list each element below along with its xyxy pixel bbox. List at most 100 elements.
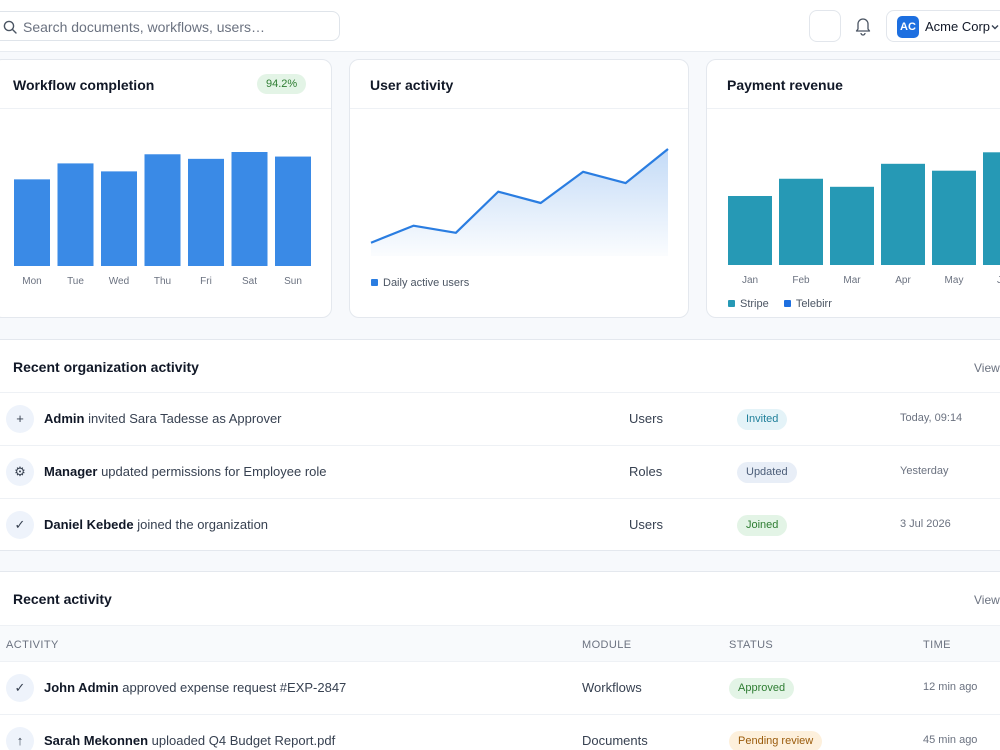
chart-legend: Stripe Telebirr — [728, 298, 844, 310]
data-point[interactable] — [496, 190, 500, 194]
x-tick-label: Fri — [200, 276, 212, 287]
x-tick-label: Thu — [154, 276, 171, 287]
activity-module: Users — [629, 517, 663, 532]
chart-bar[interactable] — [275, 156, 311, 266]
user-activity-area-chart — [369, 147, 670, 256]
activity-type-icon: ⚙ — [6, 458, 34, 486]
x-tick-label: May — [945, 275, 964, 286]
chart-bar[interactable] — [881, 163, 925, 265]
payment-revenue-bar-chart: Jan Feb Mar Apr May Jun — [728, 152, 1000, 286]
data-point[interactable] — [539, 201, 543, 205]
activity-description: Manager updated permissions for Employee… — [44, 464, 327, 479]
legend-label: Telebirr — [795, 298, 832, 310]
activity-actor: Admin — [44, 411, 85, 426]
x-tick-label: Jan — [742, 275, 758, 286]
activity-time: Today, 09:14 — [900, 412, 963, 424]
chevron-down-icon — [991, 25, 999, 30]
activity-row[interactable]: ✓ Daniel Kebede joined the organization Us… — [0, 498, 1000, 551]
card-title: Payment revenue — [727, 77, 843, 93]
activity-action: uploaded Q4 Budget Report.pdf — [148, 733, 336, 748]
status-badge: Joined — [737, 515, 788, 536]
search-input[interactable] — [23, 17, 323, 37]
activity-time: 12 min ago — [923, 681, 978, 693]
chart-bar[interactable] — [830, 186, 874, 265]
bell-icon[interactable] — [854, 16, 872, 36]
card-title: Workflow completion — [13, 77, 155, 93]
series-line — [370, 148, 669, 244]
activity-module: Roles — [629, 464, 663, 479]
chart-bar[interactable] — [983, 152, 1000, 265]
x-tick-label: Mon — [22, 276, 41, 287]
x-tick-label: Mar — [843, 275, 861, 286]
card-title: User activity — [370, 77, 454, 93]
completion-rate-badge: 94.2% — [257, 74, 307, 94]
activity-row[interactable]: + Admin invited Sara Tadesse as Approver U… — [0, 392, 1000, 445]
legend-item-stripe: Stripe — [728, 298, 769, 310]
activity-row[interactable]: ✓ John Admin approved expense request #EX… — [0, 661, 1000, 714]
view-all-link[interactable]: View — [974, 593, 1000, 607]
column-header-module: MODULE — [582, 639, 632, 651]
header-action-button[interactable] — [809, 10, 841, 42]
activity-time: Yesterday — [900, 465, 949, 477]
activity-row[interactable]: ↑ Sarah Mekonnen uploaded Q4 Budget Repor… — [0, 714, 1000, 750]
org-activity-panel: Recent organization activity View + Admin… — [0, 339, 1000, 551]
legend-label: Stripe — [740, 298, 769, 310]
x-tick-label: Tue — [67, 276, 84, 287]
legend-item: Daily active users — [371, 277, 469, 289]
activity-module: Workflows — [582, 680, 642, 695]
org-avatar: AC — [897, 16, 919, 38]
data-point[interactable] — [454, 231, 458, 235]
activity-actor: Manager — [44, 464, 98, 479]
search-icon — [3, 20, 17, 34]
chart-bar[interactable] — [14, 179, 50, 266]
activity-actor: Sarah Mekonnen — [44, 733, 149, 748]
search-box[interactable] — [0, 11, 340, 41]
activity-type-icon: ✓ — [6, 511, 34, 539]
x-tick-label: Sat — [242, 276, 257, 287]
chart-bar[interactable] — [144, 154, 181, 266]
activity-actor: John Admin — [44, 680, 119, 695]
area-fill — [371, 149, 668, 256]
data-point[interactable] — [581, 170, 585, 174]
data-point[interactable] — [369, 241, 373, 245]
table-header: ACTIVITY MODULE STATUS TIME — [0, 625, 1000, 661]
activity-module: Documents — [582, 733, 648, 748]
data-point[interactable] — [666, 147, 670, 151]
chart-bar[interactable] — [728, 196, 772, 265]
activity-actor: Daniel Kebede — [44, 517, 134, 532]
legend-item-telebirr: Telebirr — [783, 298, 832, 310]
activity-time: 3 Jul 2026 — [900, 518, 951, 530]
activity-action: joined the organization — [133, 517, 269, 532]
activity-type-icon: ✓ — [6, 674, 34, 702]
chart-bar[interactable] — [188, 158, 224, 266]
status-badge: Pending review — [729, 731, 823, 750]
chart-bar[interactable] — [57, 163, 94, 266]
chart-bar[interactable] — [231, 152, 268, 266]
chart-bar[interactable] — [932, 170, 976, 265]
workflow-bar-chart: Mon Tue Wed Thu Fri Sat Sun — [14, 152, 311, 287]
status-badge: Updated — [737, 462, 797, 483]
activity-row[interactable]: ⚙ Manager updated permissions for Employe… — [0, 445, 1000, 498]
x-tick-label: Sun — [284, 276, 302, 287]
data-point[interactable] — [624, 181, 628, 185]
view-all-link[interactable]: View — [974, 361, 1000, 375]
workflow-completion-card: Workflow completion 94.2% Mon Tue Wed Thu Fr… — [0, 59, 332, 318]
activity-module: Users — [629, 411, 663, 426]
column-header-status: STATUS — [729, 639, 774, 651]
column-header-activity: ACTIVITY — [6, 639, 59, 651]
chart-bar[interactable] — [779, 178, 823, 265]
organization-switcher[interactable]: AC Acme Corp — [886, 10, 1000, 42]
status-badge: Invited — [737, 409, 788, 430]
payment-revenue-card: Payment revenue Jan Feb Mar Apr May Jun Strip… — [706, 59, 1000, 318]
activity-type-icon: ↑ — [6, 727, 34, 750]
activity-action: approved expense request #EXP-2847 — [118, 680, 347, 695]
activity-description: John Admin approved expense request #EXP… — [44, 680, 346, 695]
top-bar: AC Acme Corp — [0, 0, 1000, 52]
activity-description: Sarah Mekonnen uploaded Q4 Budget Report… — [44, 733, 335, 748]
recent-activity-panel: Recent activity View ACTIVITY MODULE STA… — [0, 571, 1000, 750]
chart-legend: Daily active users — [371, 277, 481, 289]
data-point[interactable] — [411, 224, 415, 228]
chart-bar[interactable] — [101, 171, 137, 266]
status-badge: Approved — [729, 678, 795, 699]
activity-description: Admin invited Sara Tadesse as Approver — [44, 411, 282, 426]
